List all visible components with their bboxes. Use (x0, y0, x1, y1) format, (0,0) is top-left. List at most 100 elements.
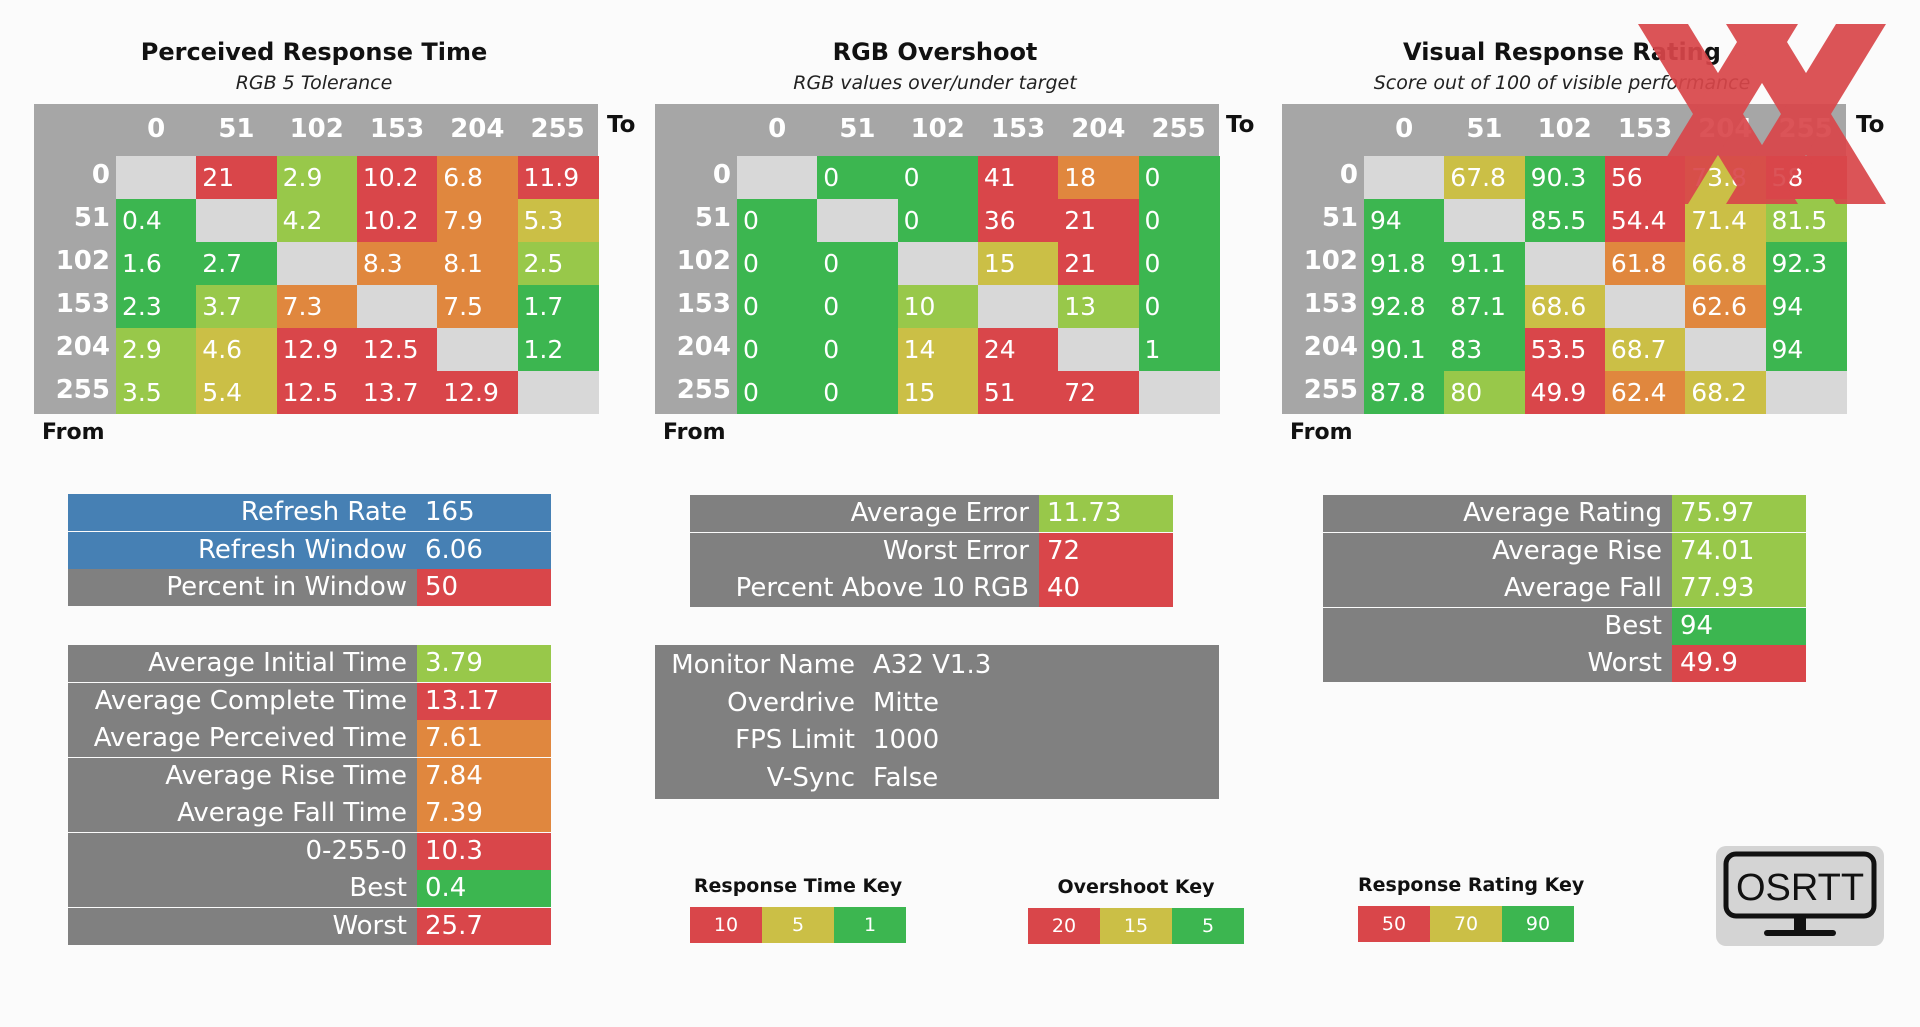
matrix-cell: 62.6 (1685, 285, 1767, 328)
matrix-cell: 61.8 (1604, 242, 1686, 285)
red-x-icon (1638, 24, 1886, 204)
matrix-cell: 51 (977, 371, 1059, 414)
matrix-cell: 12.9 (276, 328, 358, 371)
column-header: 204 (450, 114, 505, 144)
matrix-cell: 4.6 (196, 328, 278, 371)
matrix-cell: 0 (1138, 242, 1220, 285)
to-axis-label: To (1226, 112, 1255, 138)
matrix-cell: 0 (737, 199, 818, 242)
times-value: 3.79 (417, 645, 551, 682)
overshoot_stats-label: Average Error (690, 495, 1039, 532)
matrix-title-response-time: Perceived Response Time (140, 38, 488, 66)
matrix-cell: 24 (977, 328, 1059, 371)
response-time-matrix: 0 0 51 51 102 102 153 153 204 204 255 255 21 2.9 10.2 6… (34, 104, 599, 414)
refresh-label: Percent in Window (68, 569, 417, 606)
matrix-cell: 41 (977, 156, 1059, 199)
rating_stats-row: Worst 49.9 (1323, 645, 1806, 682)
matrix-empty-cell (196, 199, 278, 242)
matrix-cell: 12.5 (276, 371, 358, 414)
monitor-row: Overdrive Mitte (655, 685, 1219, 722)
matrix-empty-cell (1604, 285, 1686, 328)
monitor-value: A32 V1.3 (873, 650, 992, 680)
matrix-cell: 13 (1058, 285, 1140, 328)
matrix-cell: 71.4 (1685, 199, 1767, 242)
column-header: 0 (768, 114, 787, 144)
monitor-label: V-Sync (766, 762, 855, 793)
from-axis-label: From (1290, 420, 1353, 445)
rating_stats-label: Best (1323, 607, 1672, 645)
matrix-cell: 10 (897, 285, 979, 328)
monitor-row: FPS Limit 1000 (655, 722, 1219, 759)
times-row: Average Rise Time 7.84 (68, 757, 551, 795)
column-header: 51 (839, 114, 876, 144)
matrix-cell: 0 (817, 242, 899, 285)
matrix-cell: 0 (1138, 156, 1220, 199)
row-header: 204 (676, 332, 731, 362)
matrix-cell: 0 (737, 285, 818, 328)
monitor-value: 1000 (873, 725, 940, 755)
times-label: Average Complete Time (68, 682, 417, 720)
to-axis-label: To (1856, 112, 1885, 138)
matrix-empty-cell (1138, 371, 1220, 414)
times-value: 13.17 (417, 682, 551, 720)
refresh-label: Refresh Window (68, 531, 417, 569)
osrtt-logo: OSRTT (1716, 846, 1884, 946)
matrix-cell: 18 (1058, 156, 1140, 199)
refresh-label: Refresh Rate (68, 494, 417, 531)
matrix-cell: 0.4 (116, 199, 197, 242)
overshoot_stats-value: 72 (1039, 532, 1173, 570)
key-swatch: 5 (1172, 908, 1244, 944)
monitor-value: False (873, 762, 939, 793)
key-swatch: 15 (1100, 908, 1172, 944)
matrix-cell: 66.8 (1685, 242, 1767, 285)
rating_stats-row: Average Rise 74.01 (1323, 532, 1806, 570)
key-title: Overshoot Key (1057, 876, 1215, 898)
rating_stats-value: 75.97 (1672, 495, 1806, 532)
rating_stats-row: Average Rating 75.97 (1323, 495, 1806, 532)
rating_stats-label: Average Rise (1323, 532, 1672, 570)
key-title: Response Rating Key (1358, 874, 1585, 896)
refresh-value: 50 (417, 569, 551, 606)
matrix-title-overshoot: RGB Overshoot (832, 38, 1038, 66)
from-axis-label: From (663, 420, 726, 445)
matrix-cell: 21 (196, 156, 278, 199)
key-swatch: 10 (690, 907, 762, 943)
matrix-cell: 91.8 (1364, 242, 1445, 285)
rating_stats-row: Average Fall 77.93 (1323, 570, 1806, 607)
rating_stats-value: 77.93 (1672, 570, 1806, 607)
matrix-cell: 49.9 (1524, 371, 1606, 414)
key-swatch: 20 (1028, 908, 1100, 944)
matrix-subtitle-overshoot: RGB values over/under target (793, 72, 1077, 94)
monitor-row: V-Sync False (655, 760, 1219, 797)
matrix-cell: 7.9 (437, 199, 519, 242)
times-value: 25.7 (417, 907, 551, 945)
row-header: 255 (55, 375, 110, 405)
matrix-empty-cell (1765, 371, 1847, 414)
matrix-cell: 0 (897, 199, 979, 242)
overshoot_stats-value: 40 (1039, 570, 1173, 607)
matrix-cell: 0 (817, 156, 899, 199)
refresh-row: Refresh Window 6.06 (68, 531, 551, 569)
matrix-empty-cell (977, 285, 1059, 328)
rating_stats-label: Worst (1323, 645, 1672, 682)
overshoot-stats-box: Average Error 11.73 Worst Error 72 Percent A… (690, 495, 1173, 608)
matrix-cell: 68.7 (1604, 328, 1686, 371)
column-header: 102 (1537, 114, 1592, 144)
row-header: 0 (712, 160, 731, 190)
times-label: Average Rise Time (68, 757, 417, 795)
matrix-cell: 83 (1444, 328, 1526, 371)
matrix-cell: 36 (977, 199, 1059, 242)
key-swatch: 70 (1430, 906, 1502, 942)
matrix-cell: 21 (1058, 199, 1140, 242)
rating-stats-box: Average Rating 75.97 Average Rise 74.01 Aver… (1323, 495, 1806, 683)
matrix-empty-cell (817, 199, 899, 242)
matrix-cell: 10.2 (356, 156, 438, 199)
response-rating-key: Response Rating Key 50 70 90 (1358, 874, 1585, 944)
matrix-cell: 6.8 (437, 156, 519, 199)
rating_stats-label: Average Fall (1323, 570, 1672, 607)
matrix-cell: 72 (1058, 371, 1140, 414)
times-label: 0-255-0 (68, 832, 417, 870)
row-header: 51 (1321, 203, 1358, 233)
column-header: 51 (1466, 114, 1503, 144)
matrix-cell: 12.9 (437, 371, 519, 414)
